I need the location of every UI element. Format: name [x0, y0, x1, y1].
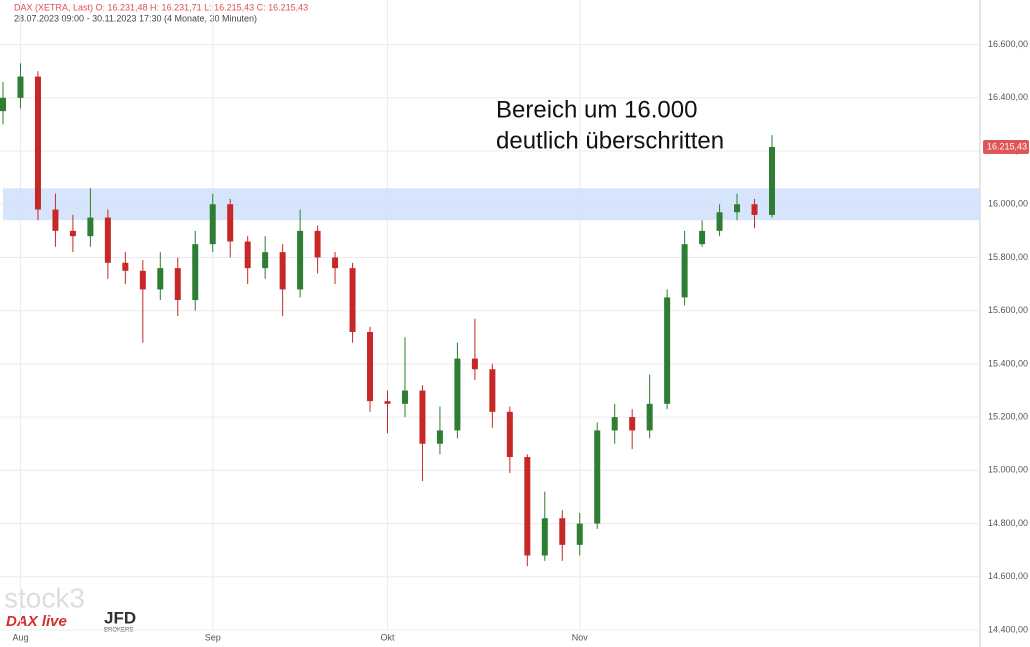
candle-body: [122, 262, 129, 271]
logo: BROKERS: [104, 628, 133, 634]
candle-body: [611, 417, 618, 431]
candle-body: [471, 358, 478, 370]
candle-body: [262, 252, 269, 269]
candle-body: [576, 523, 583, 545]
candle-body: [664, 297, 671, 404]
candle-body: [506, 411, 513, 458]
candle-body: [279, 252, 286, 290]
annotation: deutlich überschritten: [496, 127, 724, 154]
x-tick-label: Sep: [205, 632, 221, 642]
y-tick-label: 16.400,00: [988, 92, 1028, 102]
y-tick-label: 15.600,00: [988, 305, 1028, 315]
candle-body: [401, 390, 408, 404]
y-tick-label: 14.400,00: [988, 624, 1028, 634]
candle-body: [367, 331, 374, 402]
y-tick-label: 15.200,00: [988, 412, 1028, 422]
candle-body: [734, 204, 741, 213]
candle-body: [52, 209, 59, 231]
candle-body: [297, 230, 304, 290]
last-price-label: 16.215,43: [987, 141, 1027, 151]
candle-body: [349, 268, 356, 332]
candle-body: [314, 230, 321, 258]
candle-body: [489, 369, 496, 412]
candle-body: [541, 518, 548, 556]
logo: DAX live: [6, 613, 67, 630]
candle-body: [524, 457, 531, 556]
candle-body: [209, 204, 216, 245]
candle-body: [227, 204, 234, 242]
candle-body: [244, 241, 251, 269]
candle-body: [436, 430, 443, 444]
candle-body: [332, 257, 339, 269]
y-tick-label: 16.600,00: [988, 39, 1028, 49]
y-tick-label: 14.800,00: [988, 518, 1028, 528]
y-tick-label: 15.000,00: [988, 465, 1028, 475]
candle-body: [139, 270, 146, 290]
logo: JFD: [104, 608, 136, 627]
zone: [3, 188, 980, 221]
y-tick-label: 15.400,00: [988, 358, 1028, 368]
candle-body: [174, 268, 181, 301]
candle-body: [384, 401, 391, 404]
header: DAX (XETRA, Last) O: 16.231,48 H: 16.231…: [14, 2, 308, 12]
last-price-tag: [983, 139, 1029, 154]
candle-body: [559, 518, 566, 545]
range-text: 28.07.2023 09:00 - 30.11.2023 17:30 (4 M…: [14, 13, 257, 23]
x-tick-label: Nov: [572, 632, 589, 642]
candle-body: [716, 212, 723, 231]
candle-body: [646, 403, 653, 431]
candle-body: [629, 417, 636, 431]
candle-body: [419, 390, 426, 444]
x-tick-label: Aug: [12, 632, 28, 642]
candle-body: [681, 244, 688, 298]
logo: stock3: [4, 582, 85, 613]
candle-body: [0, 97, 6, 112]
candle-body: [192, 244, 199, 301]
candle-body: [454, 358, 461, 431]
candle-body: [594, 430, 601, 524]
y-tick-label: 14.600,00: [988, 571, 1028, 581]
candle-body: [69, 230, 76, 237]
annotation: Bereich um 16.000: [496, 96, 697, 123]
candle-body: [104, 217, 111, 263]
y-tick-label: 16.000,00: [988, 199, 1028, 209]
candle-body: [34, 76, 41, 210]
candle-body: [157, 268, 164, 290]
candle-body: [699, 230, 706, 245]
y-tick-label: 15.800,00: [988, 252, 1028, 262]
candle-body: [769, 146, 775, 215]
candle-body: [87, 217, 94, 237]
candle-body: [751, 204, 758, 215]
x-tick-label: Okt: [380, 632, 395, 642]
candle-body: [17, 76, 24, 98]
